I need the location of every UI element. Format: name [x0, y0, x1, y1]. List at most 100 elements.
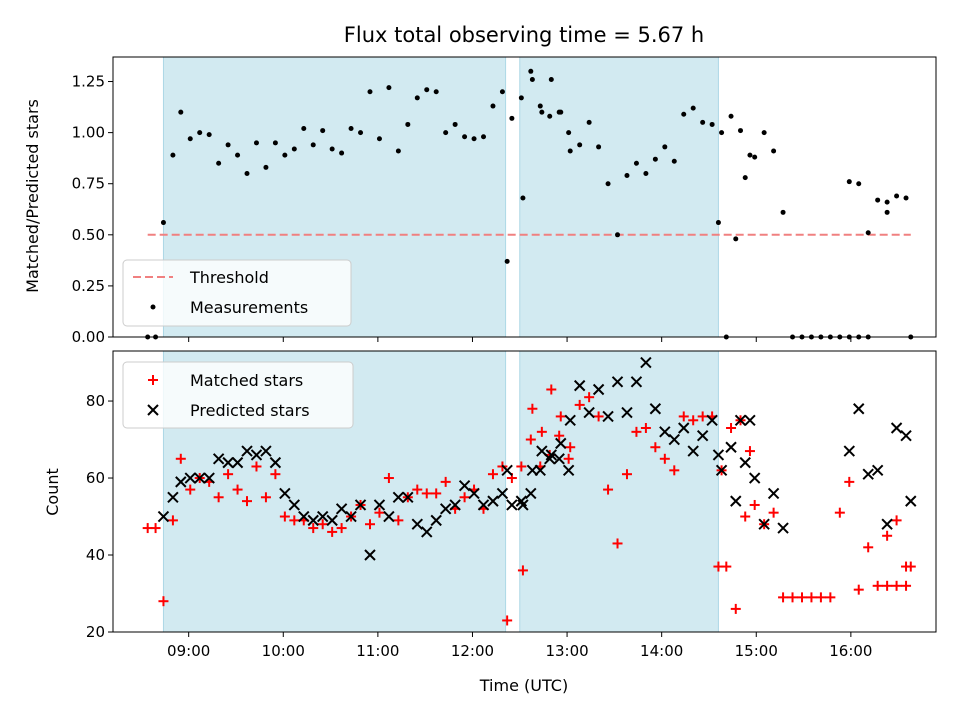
matched-star-point [787, 592, 798, 603]
measurement-point [291, 146, 297, 152]
predicted-star-point [525, 487, 537, 500]
matched-star-point [327, 526, 338, 537]
predicted-star-point [203, 472, 215, 484]
y-tick-label: 40 [86, 546, 105, 564]
matched-star-point [730, 603, 741, 614]
matched-star-point [364, 519, 375, 530]
predicted-star-point [402, 491, 414, 503]
measurement-point [537, 103, 543, 109]
measurement-point [903, 195, 909, 201]
measurement-point [358, 130, 364, 136]
matched-star-point [806, 592, 817, 603]
matched-star-point [853, 584, 864, 595]
predicted-star-point [231, 456, 244, 469]
matched-star-point [726, 422, 737, 433]
measurement-point [586, 119, 592, 125]
predicted-star-point [621, 406, 633, 419]
matched-star-point [593, 411, 604, 422]
predicted-star-point [536, 445, 548, 457]
y-tick-label: 60 [86, 469, 105, 487]
measurement-point [709, 121, 715, 127]
matched-star-point [555, 411, 566, 422]
matched-star-point [412, 484, 423, 495]
matched-star-point [383, 473, 394, 484]
measurement-point [737, 128, 743, 134]
predicted-star-point [715, 464, 728, 477]
measurement-point [272, 140, 278, 146]
predicted-star-point [411, 518, 423, 530]
matched-star-point [213, 492, 224, 503]
predicted-star-point [853, 403, 865, 415]
matched-star-point [251, 461, 262, 472]
matched-star-point [536, 426, 547, 437]
x-tick-label: 14:00 [640, 642, 683, 660]
predicted-star-point [744, 414, 756, 426]
measurement-point [761, 130, 767, 136]
matched-star-point [527, 403, 538, 414]
matched-star-point [232, 484, 243, 495]
bottom-axes-frame [112, 350, 937, 633]
measurement-point [846, 179, 852, 185]
predicted-star-point [881, 518, 893, 530]
matched-star-point [554, 430, 565, 441]
matched-star-point [863, 542, 874, 553]
measurement-point [206, 132, 212, 138]
matched-star-point [905, 561, 916, 572]
matched-star-point [223, 469, 234, 480]
shaded-interval-2 [519, 350, 719, 633]
matched-star-point [882, 580, 893, 591]
measurement-point [567, 148, 573, 154]
y-tick-label: 80 [86, 392, 105, 410]
legend-label: Predicted stars [190, 401, 310, 420]
measurement-point [216, 160, 222, 166]
y-tick-label: 0.00 [72, 328, 105, 346]
predicted-star-point [430, 514, 442, 527]
predicted-star-point [564, 414, 576, 426]
measurement-point [894, 193, 900, 199]
legend-matched-swatch [148, 375, 158, 385]
measurement-point [178, 109, 184, 115]
predicted-star-point [241, 445, 253, 457]
x-tick-label: 09:00 [167, 642, 210, 660]
matched-star-point [487, 469, 498, 480]
measurement-point [235, 152, 241, 158]
measurement-point [414, 95, 420, 101]
matched-star-point [612, 538, 623, 549]
measurement-point [539, 109, 545, 115]
predicted-star-point [364, 549, 376, 561]
measurement-point [405, 121, 411, 127]
predicted-star-point [288, 499, 301, 511]
measurement-point [865, 230, 871, 236]
matched-star-point [678, 411, 689, 422]
measurement-point [742, 175, 748, 181]
x-tick-label: 16:00 [829, 642, 872, 660]
bottom-xlabel: Time (UTC) [479, 676, 568, 695]
measurement-point [652, 156, 658, 162]
matched-star-point [242, 496, 253, 507]
matched-star-point [502, 615, 513, 626]
predicted-star-point [326, 514, 338, 527]
predicted-star-point [167, 491, 179, 503]
predicted-star-point [477, 499, 490, 511]
predicted-star-point [659, 426, 671, 438]
bottom-axis-ticks: 20 40 60 80 09:00 10:00 11:00 12:00 13:00 14:00 15… [86, 392, 873, 660]
measurement-point [733, 236, 739, 242]
predicted-star-point [712, 449, 725, 461]
predicted-star-point [175, 476, 187, 488]
matched-star-point [796, 592, 807, 603]
legend-measurement-swatch [150, 304, 156, 310]
matched-star-point [882, 530, 893, 541]
measurement-point [715, 220, 721, 226]
predicted-star-point [739, 456, 751, 469]
predicted-star-point [777, 522, 789, 534]
matched-star-point [872, 580, 883, 591]
y-tick-label: 0.25 [72, 277, 105, 295]
predicted-star-point [526, 464, 539, 477]
matched-star-point [421, 488, 432, 499]
measurement-point [633, 160, 639, 166]
predicted-star-point [706, 414, 718, 426]
predicted-star-point [506, 499, 518, 511]
predicted-star-point [345, 510, 357, 523]
matched-star-point [631, 426, 642, 437]
